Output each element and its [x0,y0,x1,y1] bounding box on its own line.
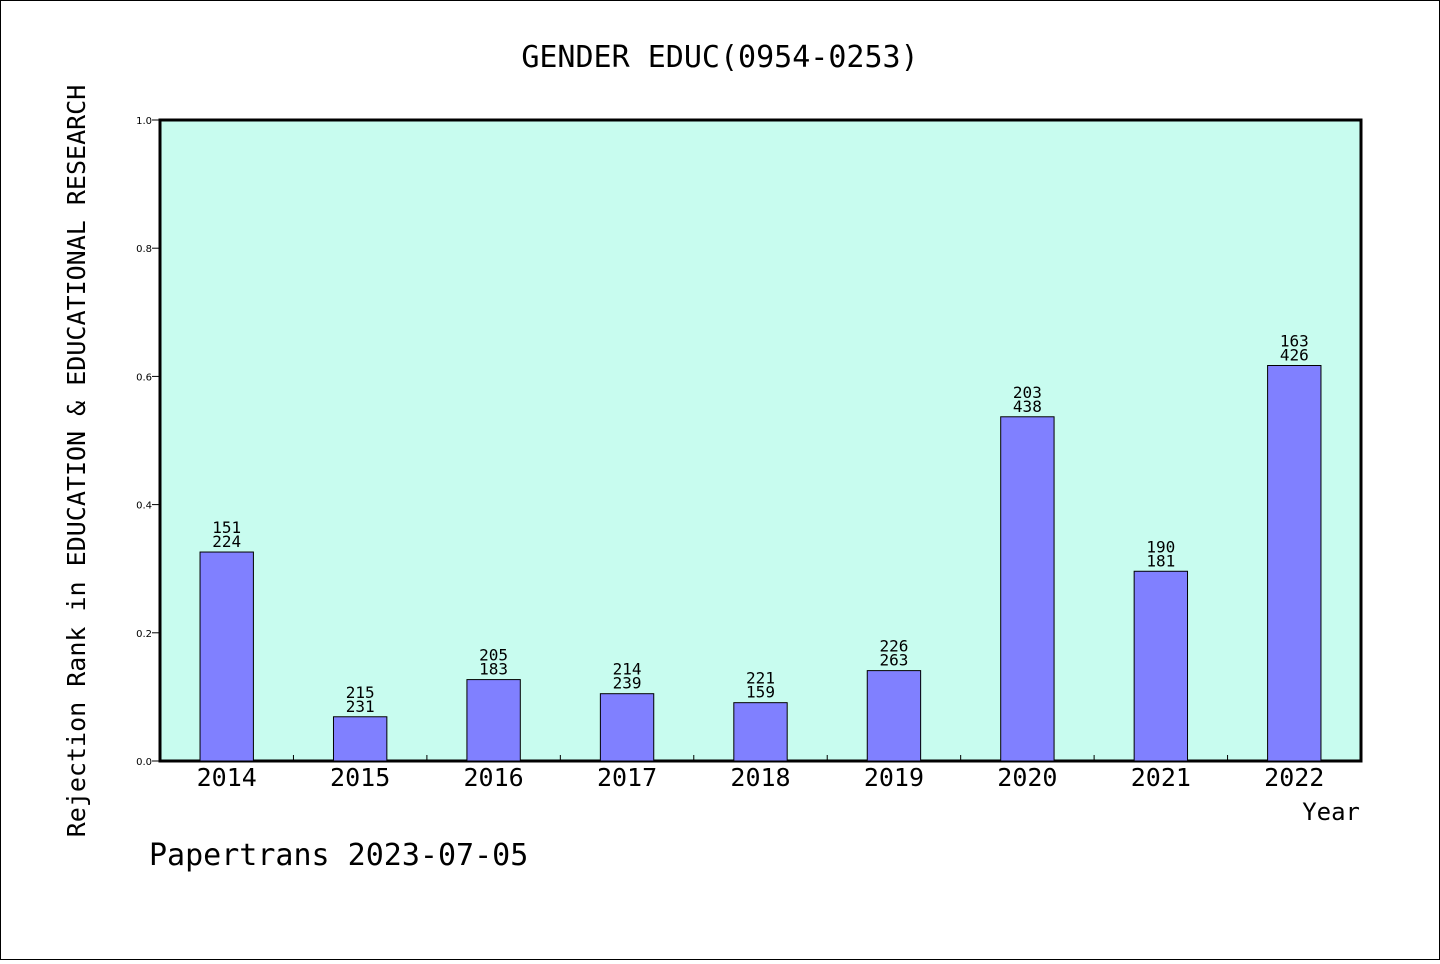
bar [733,702,788,762]
data-label-top: 226 [879,637,908,656]
data-label-top: 163 [1280,332,1309,351]
y-axis-ticks: 0.0 0.2 0.4 0.6 0.8 1.0 [136,116,160,768]
data-label-bottom: 438 [1013,397,1042,416]
data-label-bottom: 183 [479,660,508,679]
bar [199,551,254,762]
x-tick-label: 2016 [464,763,524,792]
x-tick-labels: 2014 2015 2016 2017 2018 2019 2020 2021 2022 [197,763,1325,792]
bars [199,365,1322,762]
data-label-top: 215 [346,683,375,702]
data-label-top: 214 [613,660,642,679]
x-axis-ticks [292,755,1229,761]
y-tick-label: 0.8 [136,244,152,255]
bar [332,716,388,762]
bar [866,670,922,762]
bar [1267,365,1322,762]
x-tick-label: 2015 [330,763,390,792]
data-label-top: 203 [1013,383,1042,402]
data-label-bottom: 239 [613,674,642,693]
y-tick-label: 1.0 [136,116,152,127]
y-tick-label: 0.2 [136,629,152,640]
y-axis-label: Rejection Rank in EDUCATION & EDUCATIONA… [62,85,91,838]
data-label-bottom: 426 [1280,346,1309,365]
bar [466,679,521,762]
chart-title: GENDER EDUC(0954-0253) [521,40,918,75]
data-label-top: 190 [1146,537,1175,556]
y-tick-label: 0.6 [136,372,152,383]
data-label-bottom: 181 [1146,551,1175,570]
x-tick-label: 2021 [1131,763,1191,792]
data-label-bottom: 263 [879,651,908,670]
bar [1000,416,1055,762]
footer-credit: Papertrans 2023-07-05 [149,838,528,873]
y-tick-label: 0.0 [136,757,152,768]
data-label-top: 205 [479,646,508,665]
data-label-bottom: 231 [346,697,375,716]
bar [1133,570,1189,762]
x-tick-label: 2014 [197,763,257,792]
x-axis-label: Year [1302,798,1360,826]
data-label-bottom: 159 [746,683,775,702]
data-label-bottom: 224 [212,532,241,551]
x-tick-label: 2017 [597,763,657,792]
x-tick-label: 2022 [1264,763,1324,792]
data-label-top: 221 [746,669,775,688]
x-tick-label: 2019 [864,763,924,792]
x-tick-label: 2020 [997,763,1057,792]
bar [599,693,655,762]
x-tick-label: 2018 [730,763,790,792]
data-label-top: 151 [212,518,241,537]
y-tick-label: 0.4 [136,501,152,512]
